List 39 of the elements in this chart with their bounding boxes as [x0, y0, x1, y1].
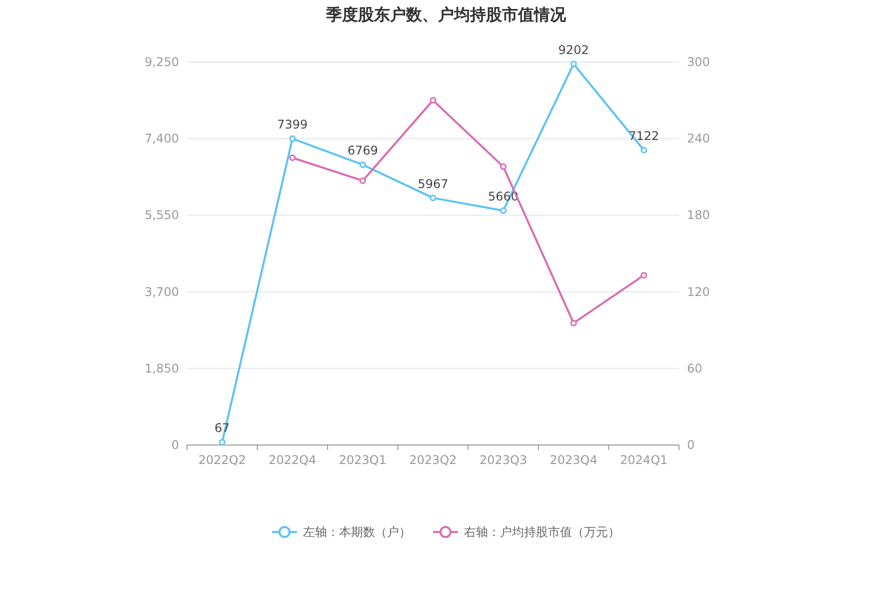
point — [289, 154, 296, 161]
y2-tick-label: 0 — [687, 438, 695, 452]
x-tick-label: 2023Q1 — [338, 453, 387, 467]
y2-tick-label: 60 — [687, 361, 702, 376]
y2-tick-label: 240 — [687, 132, 710, 146]
y-tick-label: 3,700 — [144, 284, 179, 299]
point — [430, 194, 436, 202]
point — [359, 161, 366, 168]
point — [218, 438, 226, 446]
x-tick-label: 2024Q1 — [620, 453, 668, 467]
y2-tick-label: 300 — [687, 55, 710, 69]
point — [359, 177, 366, 184]
y-tick-label: 5,550 — [144, 208, 179, 222]
data-label: 6769 — [347, 144, 378, 158]
y-tick-label: 0 — [171, 438, 179, 452]
y-tick-label: 9,250 — [144, 55, 179, 69]
data-label: 7399 — [277, 118, 308, 132]
point — [570, 60, 577, 68]
chart-title: 季度股东户数、户均持股市值情况 — [325, 5, 567, 24]
point — [500, 207, 507, 214]
point — [430, 97, 436, 104]
point — [570, 320, 577, 326]
x-tick-label: 2022Q4 — [268, 453, 316, 467]
y-tick-label: 7,400 — [144, 132, 179, 146]
data-label: 5967 — [418, 176, 448, 191]
x-tick-label: 2023Q4 — [550, 453, 598, 467]
point — [289, 135, 296, 142]
data-label: 9202 — [558, 42, 589, 57]
point — [500, 163, 507, 170]
x-tick-label: 2023Q3 — [479, 453, 528, 467]
x-tick-label: 2023Q2 — [409, 453, 457, 467]
y-tick-label: 1,850 — [144, 361, 179, 376]
legend-label: 左轴：本期数（户） — [303, 525, 411, 539]
x-tick-label: 2022Q2 — [198, 453, 246, 467]
y2-tick-label: 120 — [687, 284, 710, 299]
point — [640, 146, 648, 154]
legend-label: 右轴：户均持股市值（万元） — [464, 525, 620, 539]
point — [640, 272, 648, 278]
y2-tick-label: 180 — [687, 208, 710, 222]
